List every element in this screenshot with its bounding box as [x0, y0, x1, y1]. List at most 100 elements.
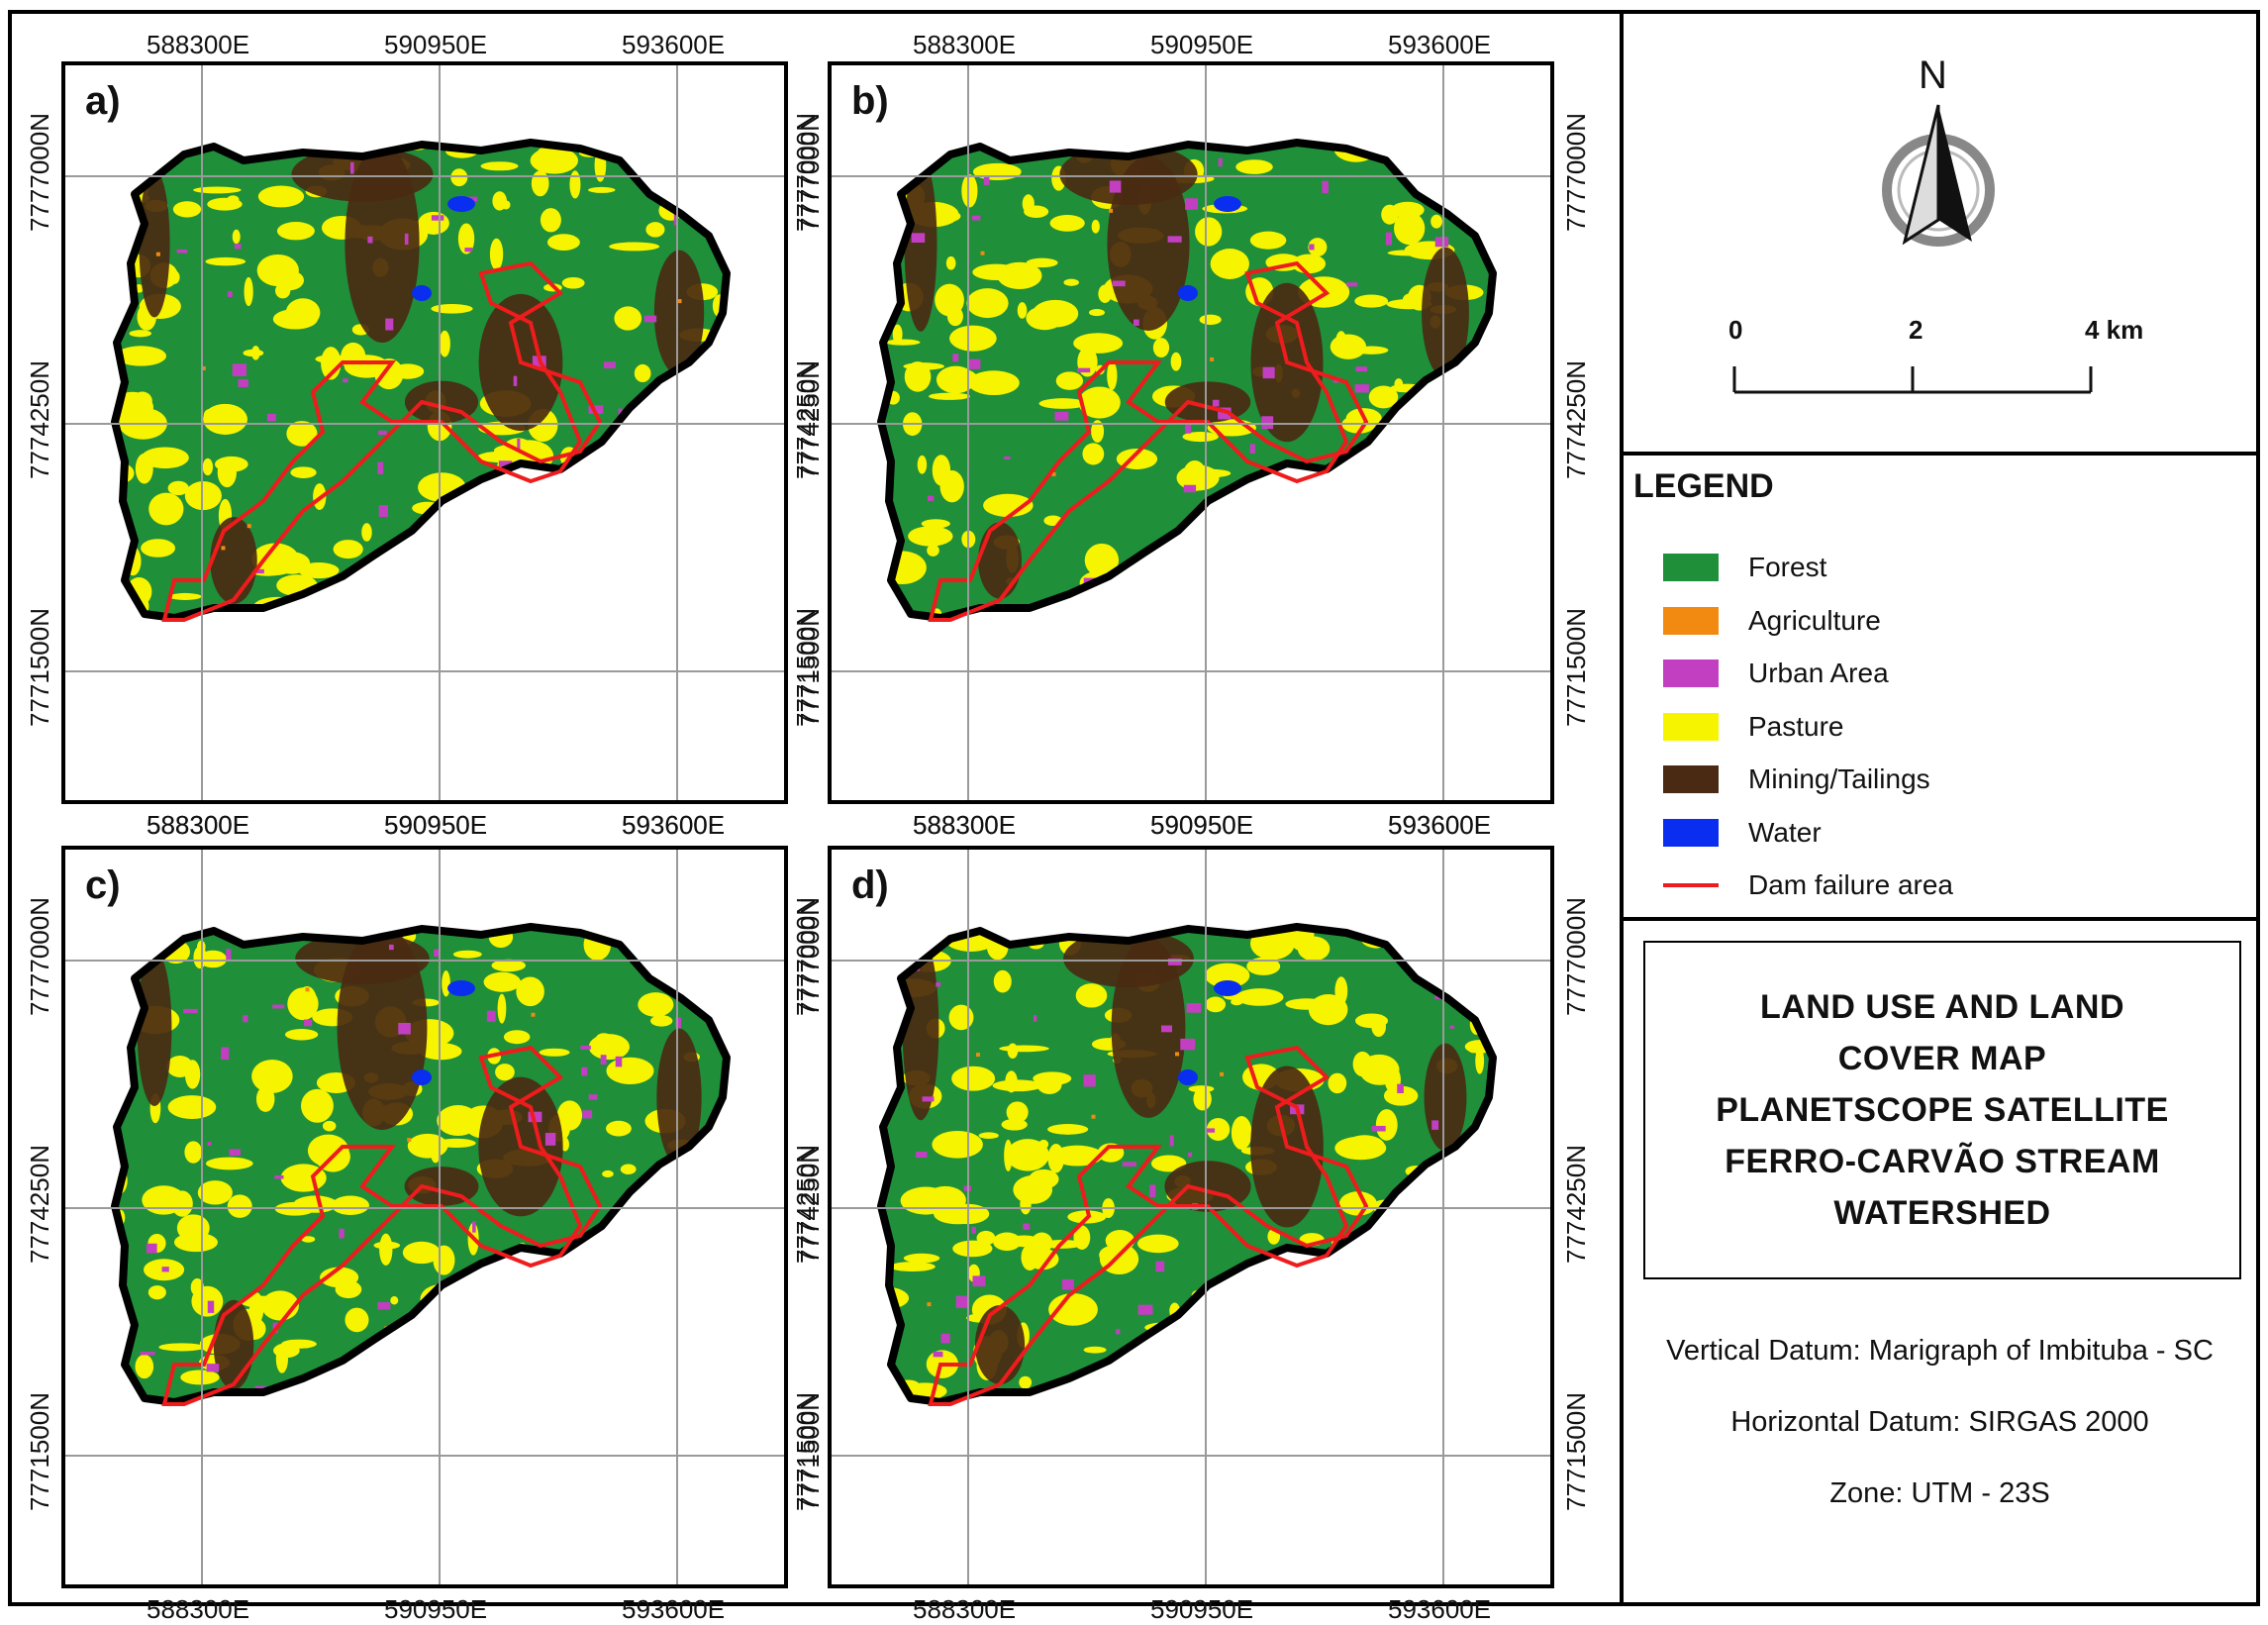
pasture-patch: [544, 1394, 588, 1402]
urban-spot: [377, 430, 387, 436]
urban-spot: [600, 536, 613, 548]
urban-spot: [1076, 367, 1091, 373]
pasture-patch: [972, 263, 1021, 281]
pasture-patch: [480, 161, 519, 171]
legend-item: Mining/Tailings: [1663, 762, 1930, 796]
northing-label: 7774250N: [25, 360, 54, 479]
easting-label: 590950E: [384, 1594, 488, 1624]
pasture-patch: [992, 1079, 1043, 1092]
urban-spot: [1083, 1074, 1096, 1087]
pasture-patch: [1107, 360, 1118, 390]
north-label: N: [1919, 53, 1947, 97]
pasture-patch: [227, 1194, 252, 1218]
pasture-patch: [171, 1190, 193, 1217]
pasture-patch: [1454, 1265, 1492, 1276]
pasture-patch: [205, 256, 247, 266]
urban-spot: [544, 1133, 556, 1146]
northing-label: 7771500N: [791, 608, 821, 727]
urban-spot: [1109, 180, 1122, 193]
pasture-patch: [703, 1236, 727, 1257]
legend-label: Water: [1748, 816, 1822, 848]
panel-label: a): [85, 79, 121, 123]
pasture-patch: [257, 185, 305, 208]
pasture-patch: [566, 492, 594, 512]
pasture-patch: [992, 1232, 1022, 1252]
pasture-patch: [1083, 1346, 1107, 1354]
pasture-patch: [379, 1233, 393, 1266]
pasture-patch: [999, 1045, 1049, 1053]
pasture-patch: [440, 1322, 474, 1341]
urban-spot: [1167, 236, 1182, 243]
water-body: [412, 1069, 432, 1085]
urban-spot: [243, 1015, 248, 1023]
pasture-patch: [698, 596, 715, 618]
pasture-patch: [301, 1088, 334, 1123]
urban-spot: [613, 506, 621, 518]
urban-spot: [1261, 416, 1274, 430]
easting-label: 593600E: [622, 810, 726, 840]
pasture-patch: [1235, 988, 1284, 1006]
pasture-patch: [1205, 996, 1227, 1013]
pasture-patch: [699, 191, 719, 224]
pasture-patch: [606, 1057, 654, 1085]
urban-spot: [615, 1056, 623, 1067]
pasture-patch: [966, 288, 1009, 319]
pasture-patch: [1022, 194, 1035, 214]
pasture-patch: [1063, 278, 1079, 286]
pasture-patch: [1021, 1244, 1039, 1270]
pasture-patch: [560, 1137, 569, 1152]
pasture-patch: [1470, 385, 1493, 403]
urban-spot: [916, 1152, 928, 1158]
agriculture-spot: [531, 1012, 536, 1017]
pasture-patch: [1338, 1191, 1377, 1216]
pasture-patch: [1182, 431, 1219, 443]
pasture-patch: [1132, 570, 1179, 601]
water-body: [1178, 285, 1198, 301]
urban-spot: [1328, 586, 1340, 593]
urban-spot: [513, 375, 518, 386]
pasture-patch: [1474, 156, 1493, 169]
urban-spot: [221, 1047, 230, 1061]
pasture-patch: [485, 1297, 504, 1327]
pasture-patch: [173, 1232, 218, 1253]
map-title-box: LAND USE AND LAND COVER MAP PLANETSCOPE …: [1643, 941, 2241, 1279]
pasture-patch: [581, 1312, 609, 1335]
pasture-patch: [437, 1105, 480, 1137]
pasture-patch: [1428, 1232, 1464, 1253]
agriculture-spot: [407, 1138, 412, 1143]
urban-spot: [274, 1174, 284, 1179]
urban-spot: [972, 1275, 986, 1287]
pasture-patch: [612, 1305, 639, 1332]
pasture-patch: [1468, 1044, 1478, 1054]
pasture-patch: [1007, 1043, 1019, 1059]
scale-tick-2: 2: [1909, 315, 1923, 345]
pasture-patch: [549, 1260, 559, 1271]
pasture-patch: [307, 1134, 349, 1168]
pasture-patch: [1342, 1367, 1363, 1397]
panel-label: d): [851, 863, 889, 907]
legend-item: Urban Area: [1663, 657, 1889, 690]
urban-spot: [464, 248, 473, 253]
pasture-patch: [885, 339, 921, 346]
easting-label: 590950E: [1150, 30, 1254, 59]
mining-area: [1059, 144, 1198, 205]
urban-spot: [517, 438, 521, 451]
urban-spot: [434, 1360, 438, 1365]
pasture-patch: [248, 1292, 264, 1325]
pasture-patch: [503, 1030, 531, 1045]
pasture-patch: [1059, 1384, 1092, 1402]
pasture-patch: [676, 1328, 714, 1344]
pasture-patch: [386, 1339, 421, 1369]
pasture-patch: [654, 573, 666, 591]
pasture-patch: [1430, 214, 1442, 229]
pasture-patch: [243, 349, 264, 357]
easting-label: 593600E: [1388, 30, 1492, 59]
agriculture-spot: [980, 251, 985, 255]
pasture-patch: [1374, 481, 1385, 509]
pasture-patch: [361, 523, 372, 542]
easting-label: 593600E: [622, 810, 726, 840]
urban-spot: [1054, 411, 1069, 421]
legend-label: Pasture: [1748, 710, 1844, 742]
pasture-patch: [348, 594, 382, 602]
pasture-patch: [129, 330, 152, 338]
